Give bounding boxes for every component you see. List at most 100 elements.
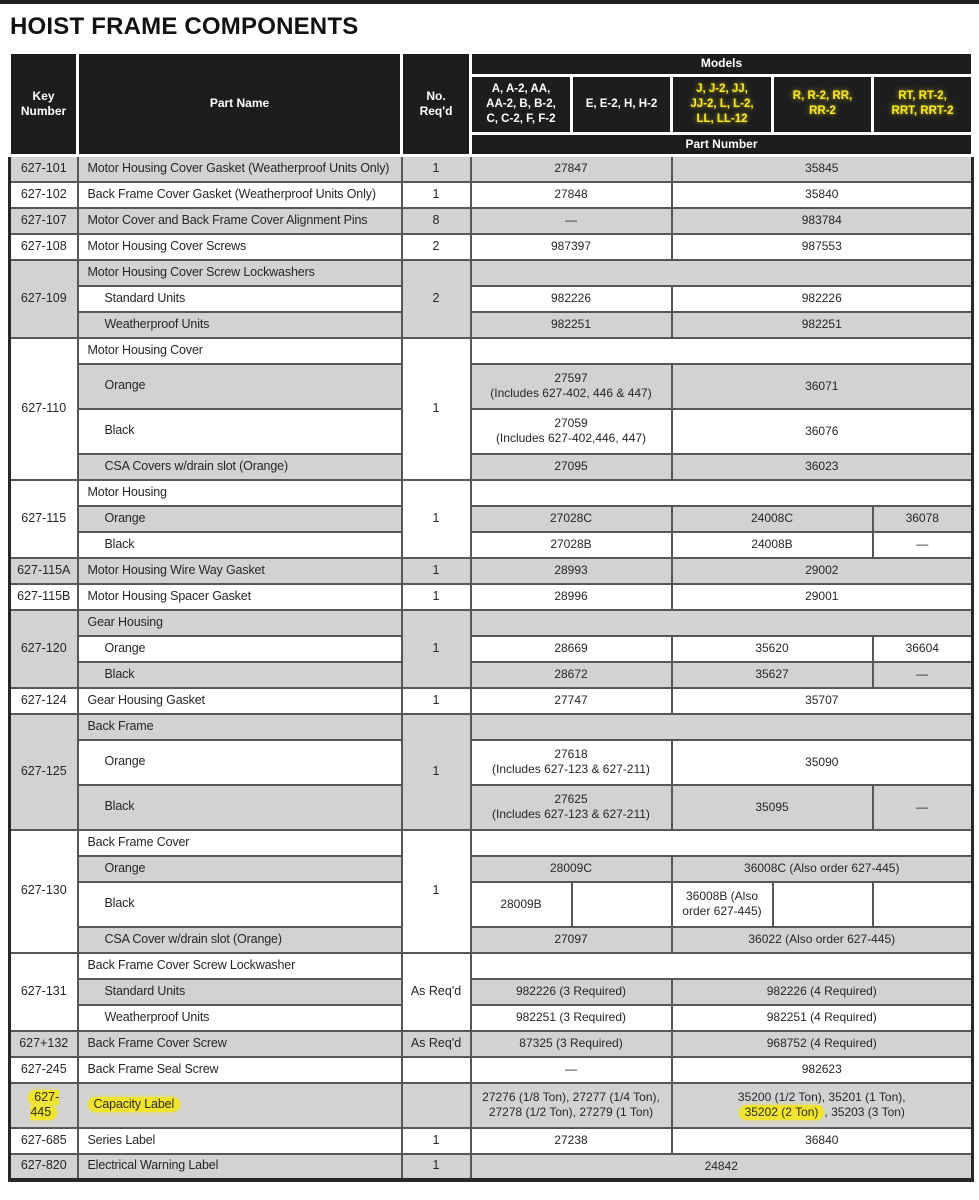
part-number-cell: 29001 [670, 582, 974, 611]
part-name-cell: Back Frame Cover Gasket (Weatherproof Un… [76, 180, 403, 209]
yellow-highlight: 35202 (2 Ton) [738, 1105, 825, 1121]
req-qty-cell: 1 [400, 556, 472, 585]
part-name-subitem-cell: Orange [76, 504, 403, 533]
key-number-cell: 627-124 [8, 686, 79, 715]
part-name-cell: Motor Housing Cover [76, 336, 403, 365]
group-header-row: 627-131 Back Frame Cover Screw Lockwasher… [8, 951, 974, 1032]
part-number-cell: — [871, 660, 974, 689]
table-row: 627-102 Back Frame Cover Gasket (Weatherp… [8, 180, 974, 209]
page-top-rule [0, 0, 979, 4]
hoist-frame-components-table: Key Number Part Name No. Req'd Models A,… [8, 50, 975, 1182]
key-number-cell: 627-102 [8, 180, 79, 209]
part-name-cell: Back Frame Cover Screw Lockwasher [76, 951, 403, 980]
part-number-cell: 36023 [670, 452, 974, 481]
req-qty-cell: 1 [400, 1152, 472, 1181]
req-qty-cell: 1 [400, 712, 472, 831]
part-name-cell: Electrical Warning Label [76, 1152, 403, 1181]
part-number-cell: 36076 [670, 407, 974, 455]
part-number-cell: 36840 [670, 1126, 974, 1155]
header-row-model-columns: A, A-2, AA, AA-2, B, B-2, C, C-2, F, F-2… [10, 73, 975, 135]
table-row: Orange 27618 (Includes 627-123 & 627-211)… [10, 738, 974, 786]
table-row: 627-820 Electrical Warning Label 1 24842 [8, 1152, 974, 1181]
part-number-cell: 27847 [469, 154, 673, 183]
table-row: Black 27625 (Includes 627-123 & 627-211) 3… [10, 783, 974, 831]
part-number-cell: 28009B [469, 880, 573, 928]
model-col-header-j-ll12: J, J-2, JJ, JJ-2, L, L-2, LL, LL-12 [670, 73, 774, 135]
key-number-cell: 627-130 [8, 828, 79, 954]
table-row: Black 27059 (Includes 627-402,446, 447) 36… [10, 407, 974, 455]
key-number-cell: 627-685 [8, 1126, 79, 1155]
part-name-subitem-cell: Black [76, 880, 403, 928]
table-header: Key Number Part Name No. Req'd Models A,… [8, 50, 975, 158]
part-number-cell: 27028B [469, 530, 673, 559]
key-number-cell: 627-125 [8, 712, 79, 831]
part-name-subitem-cell: CSA Covers w/drain slot (Orange) [76, 452, 403, 481]
group-header-row: 627-120 Gear Housing 1 [8, 608, 974, 689]
key-number-cell: 627-109 [8, 258, 79, 339]
part-number-cell [469, 258, 974, 287]
part-number-cell: 982226 (4 Required) [670, 977, 974, 1006]
part-number-cell: 982251 (4 Required) [670, 1003, 974, 1032]
part-number-cell [469, 608, 974, 637]
part-name-subitem-cell: Standard Units [76, 284, 403, 313]
key-number-cell: 627+132 [8, 1029, 79, 1058]
part-number-cell: 27276 (1/8 Ton), 27277 (1/4 Ton), 27278 … [469, 1081, 673, 1129]
table-row: Black 27028B 24008B — [10, 530, 974, 559]
header-row-part-number: Part Number [10, 131, 975, 158]
table-row: Orange 27028C 24008C 36078 [10, 504, 974, 533]
key-number-cell: 627-110 [8, 336, 79, 481]
part-number-cell [469, 951, 974, 980]
table-row: Standard Units 982226 (3 Required) 982226 … [10, 977, 974, 1006]
part-name-cell: Back Frame Cover Screw [76, 1029, 403, 1058]
part-number-cell: 27028C [469, 504, 673, 533]
group-header-row: 627-115 Motor Housing 1 [8, 478, 974, 559]
part-number-cell [771, 880, 874, 928]
part-number-cell: — [469, 1055, 673, 1084]
part-name-cell: Series Label [76, 1126, 403, 1155]
key-number-cell: 627-131 [8, 951, 79, 1032]
part-number-band-header: Part Number [468, 131, 975, 158]
part-number-cell: 35840 [670, 180, 974, 209]
table-row: 627-108 Motor Housing Cover Screws 2 987397… [8, 232, 974, 261]
part-name-cell: Motor Housing Cover Screw Lockwashers [76, 258, 403, 287]
part-number-cell: 35095 [670, 783, 874, 831]
part-name-subitem-cell: CSA Cover w/drain slot (Orange) [76, 925, 403, 954]
part-number-cell: 36604 [871, 634, 974, 663]
table-row: Weatherproof Units 982251 (3 Required) 982… [10, 1003, 974, 1032]
part-name-subitem-cell: Orange [76, 738, 403, 786]
part-number-cell: 27238 [469, 1126, 673, 1155]
yellow-highlight: Capacity Label [87, 1097, 181, 1113]
part-number-cell: 982226 [670, 284, 974, 313]
table-row: Orange 27597 (Includes 627-402, 446 & 447… [10, 362, 974, 410]
req-qty-header: No. Req'd [400, 50, 472, 158]
part-name-subitem-cell: Weatherproof Units [76, 1003, 403, 1032]
part-number-cell: 35845 [670, 154, 974, 183]
table-body: 627-101 Motor Housing Cover Gasket (Weath… [8, 154, 974, 1181]
table-row: 627+132 Back Frame Cover Screw As Req'd 873… [8, 1029, 974, 1058]
part-number-cell: 24008B [670, 530, 874, 559]
part-number-cell [570, 880, 673, 928]
table-row: Black 28672 35627— [10, 660, 974, 689]
table-row: 627-124 Gear Housing Gasket 1 27747 35707 [8, 686, 974, 715]
req-qty-cell [400, 1081, 472, 1129]
req-qty-cell: 2 [400, 258, 472, 339]
part-number-cell: — [469, 206, 673, 235]
table-row: CSA Covers w/drain slot (Orange) 27095 360… [10, 452, 974, 481]
part-number-cell [871, 880, 974, 928]
part-number-cell: 982226 [469, 284, 673, 313]
part-number-cell: 24842 [469, 1152, 974, 1181]
key-number-cell: 627-120 [8, 608, 79, 689]
model-col-header-a-f2: A, A-2, AA, AA-2, B, B-2, C, C-2, F, F-2 [469, 73, 573, 135]
part-number-cell: 36008C (Also order 627-445) [670, 854, 974, 883]
part-number-cell: 28009C [469, 854, 673, 883]
part-number-cell: 982623 [670, 1055, 974, 1084]
part-number-cell: 987553 [670, 232, 974, 261]
models-band-header: Models [468, 51, 975, 77]
part-number-cell [469, 478, 974, 507]
part-name-subitem-cell: Orange [76, 634, 403, 663]
part-number-cell: 28993 [469, 556, 673, 585]
part-name-header: Part Name [76, 50, 403, 158]
key-number-cell: 627-115B [8, 582, 79, 611]
req-qty-cell: As Req'd [400, 1029, 472, 1058]
table-row: 627-115A Motor Housing Wire Way Gasket 1 28… [8, 556, 974, 585]
